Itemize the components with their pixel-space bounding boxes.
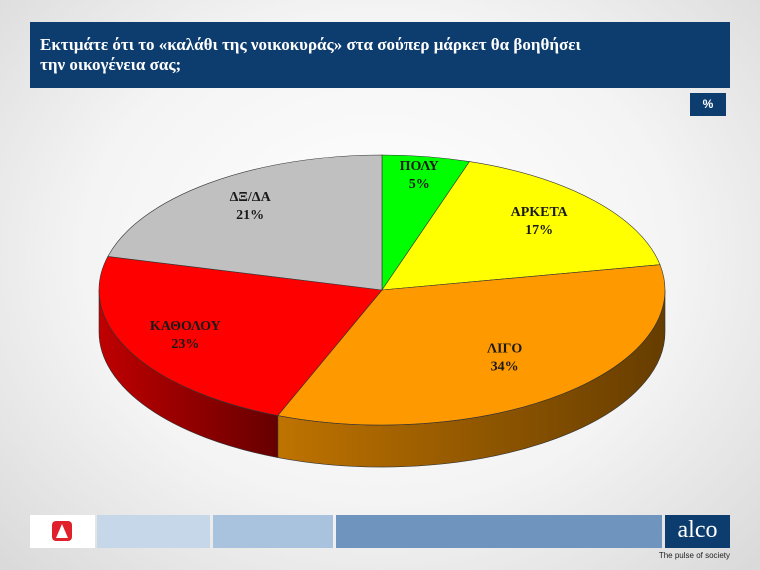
value-label: 5%	[409, 177, 430, 192]
footer-band	[97, 515, 210, 548]
brand-logo: alco	[665, 515, 730, 548]
chart-title: Εκτιμάτε ότι το «καλάθι της νοικοκυράς» …	[40, 35, 581, 74]
slice	[277, 264, 666, 426]
logo-box	[30, 515, 95, 548]
slice-label: ΑΡΚΕΤΑ	[511, 205, 569, 220]
footer-band	[213, 515, 333, 548]
slice-label: ΠΟΛΥ	[400, 159, 439, 174]
slice-label: ΔΞ/ΔΑ	[230, 190, 272, 205]
value-label: 21%	[236, 208, 264, 223]
slice-label: ΚΑΘΟΛΟΥ	[150, 319, 221, 334]
header-bar: Εκτιμάτε ότι το «καλάθι της νοικοκυράς» …	[30, 22, 730, 88]
logo-icon	[52, 521, 72, 541]
slice	[381, 161, 661, 291]
tagline: The pulse of society	[658, 551, 730, 560]
unit-badge: %	[690, 93, 726, 116]
slice	[107, 154, 383, 291]
footer-band	[336, 515, 662, 548]
value-label: 23%	[171, 337, 199, 352]
slice-label: ΛΙΓΟ	[487, 342, 522, 357]
value-label: 17%	[525, 223, 553, 238]
value-label: 34%	[491, 360, 519, 375]
slice	[98, 256, 383, 416]
